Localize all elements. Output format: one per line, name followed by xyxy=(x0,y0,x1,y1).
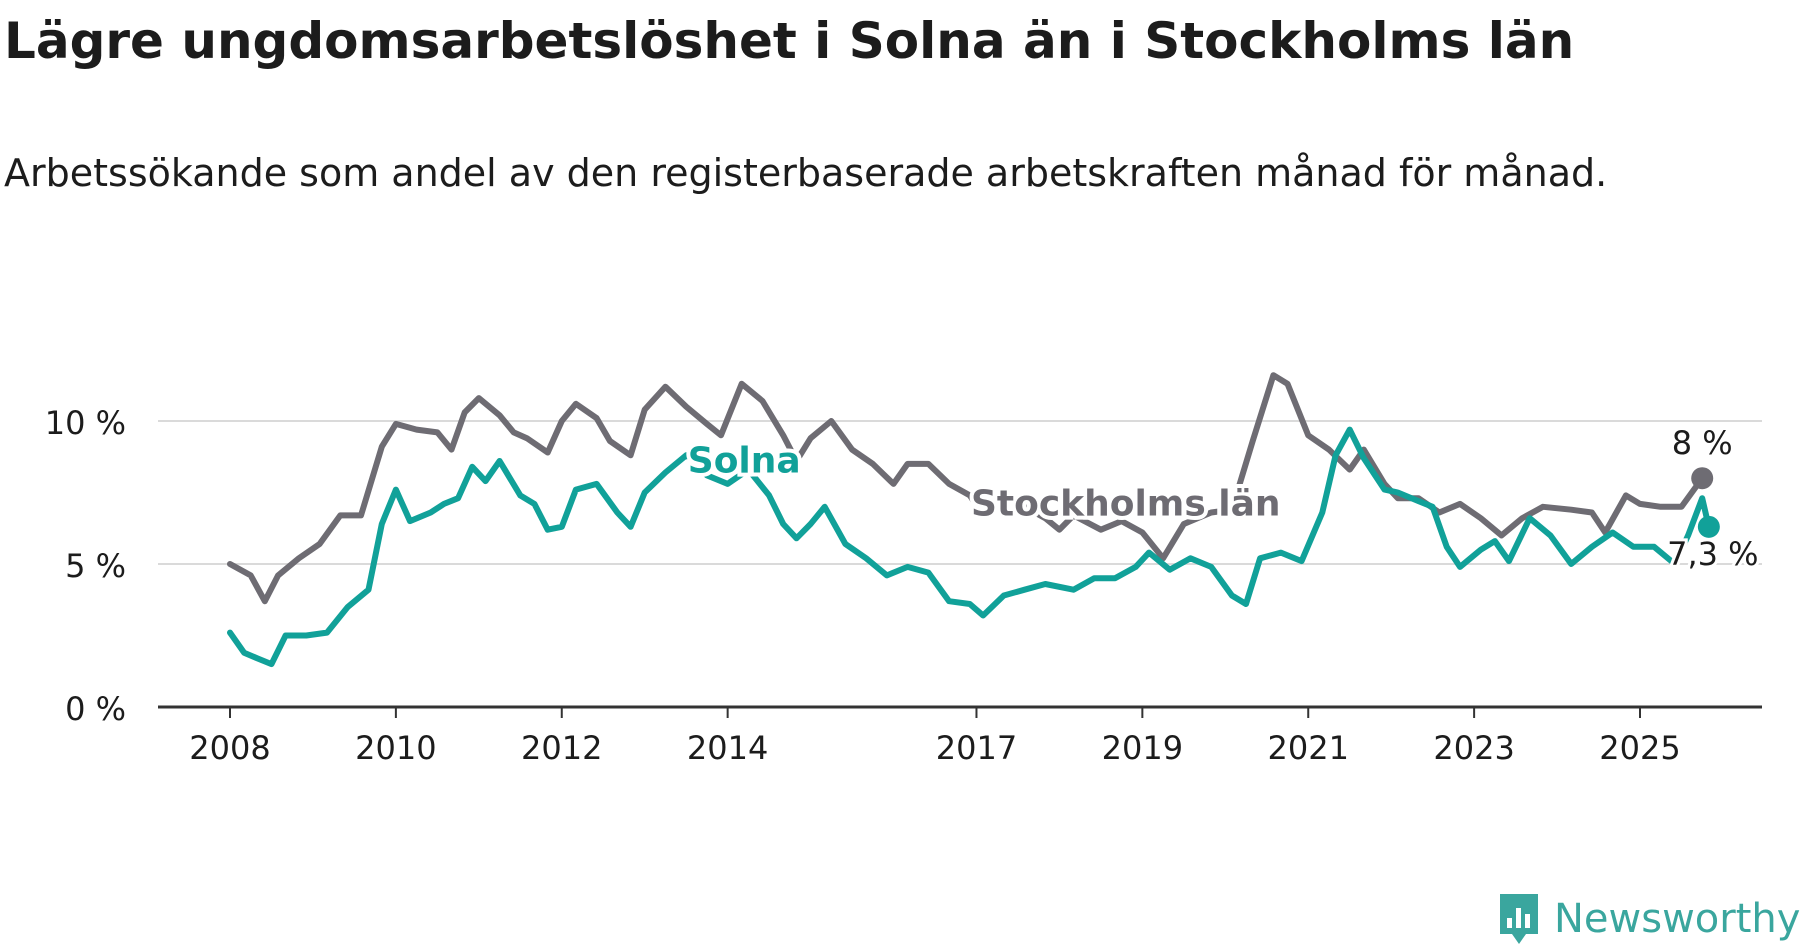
series-end-label-1: 7,3 % xyxy=(1667,535,1758,573)
x-tick-label: 2010 xyxy=(355,729,436,767)
x-tick-label: 2014 xyxy=(687,729,768,767)
series-line-0 xyxy=(227,372,1706,605)
series-lines xyxy=(227,372,1720,668)
series-end-label-0: 8 % xyxy=(1672,424,1733,462)
x-axis: 2008 2010 2012 2014 2017 2019 2021 2023 2025 xyxy=(158,705,1762,767)
x-tick-label: 2012 xyxy=(521,729,602,767)
newsworthy-logo: Newsworthy xyxy=(1496,890,1800,948)
brand-name: Newsworthy xyxy=(1554,896,1800,942)
chart-subtitle: Arbetssökande som andel av den registerb… xyxy=(4,151,1608,195)
series-name-label-0: Stockholms län xyxy=(971,483,1281,524)
x-tick-label: 2023 xyxy=(1433,729,1514,767)
series-labels: 8 % Stockholms län 7,3 % Solna xyxy=(684,421,1762,576)
series-end-point-0 xyxy=(1691,467,1714,490)
x-tick-label: 2025 xyxy=(1599,729,1680,767)
y-tick-label: 10 % xyxy=(45,404,126,442)
x-tick-label: 2019 xyxy=(1102,729,1183,767)
y-tick-label: 5 % xyxy=(65,547,126,585)
chart-title: Lägre ungdomsarbetslöshet i Solna än i S… xyxy=(4,12,1575,70)
series-line-1 xyxy=(227,426,1712,668)
x-tick-label: 2017 xyxy=(936,729,1017,767)
y-tick-label: 0 % xyxy=(65,690,126,728)
series-name-label-1: Solna xyxy=(688,440,801,481)
grid-lines: 0 % 5 % 10 % xyxy=(45,404,1762,728)
newsworthy-bar-chart-icon xyxy=(1500,894,1538,944)
series-end-point-1 xyxy=(1697,515,1720,538)
x-tick-label: 2008 xyxy=(189,729,270,767)
x-tick-label: 2021 xyxy=(1268,729,1349,767)
